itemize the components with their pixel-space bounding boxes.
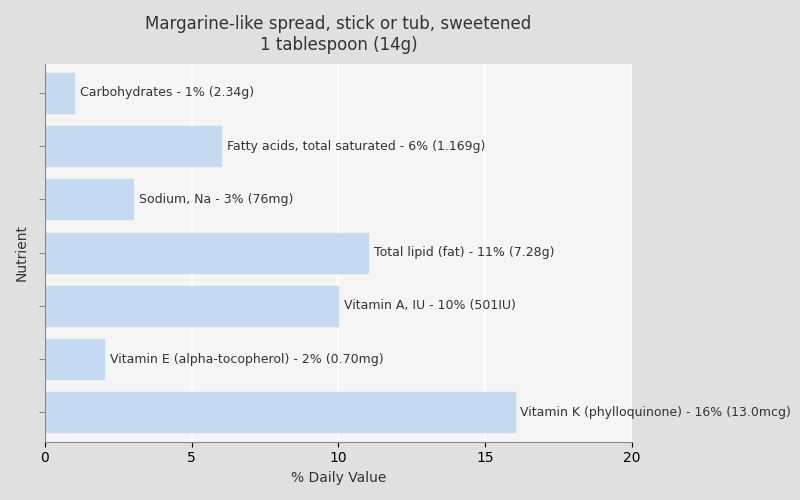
Bar xyxy=(45,392,514,432)
Bar xyxy=(45,126,221,166)
Text: Total lipid (fat) - 11% (7.28g): Total lipid (fat) - 11% (7.28g) xyxy=(374,246,554,259)
Text: Vitamin K (phylloquinone) - 16% (13.0mcg): Vitamin K (phylloquinone) - 16% (13.0mcg… xyxy=(521,406,791,419)
Text: Carbohydrates - 1% (2.34g): Carbohydrates - 1% (2.34g) xyxy=(80,86,254,100)
Y-axis label: Nutrient: Nutrient xyxy=(15,224,29,281)
Text: Fatty acids, total saturated - 6% (1.169g): Fatty acids, total saturated - 6% (1.169… xyxy=(227,140,486,152)
Bar xyxy=(45,73,74,113)
Title: Margarine-like spread, stick or tub, sweetened
1 tablespoon (14g): Margarine-like spread, stick or tub, swe… xyxy=(146,15,531,54)
Bar xyxy=(45,339,104,379)
Text: Vitamin A, IU - 10% (501IU): Vitamin A, IU - 10% (501IU) xyxy=(344,300,516,312)
Text: Sodium, Na - 3% (76mg): Sodium, Na - 3% (76mg) xyxy=(139,193,294,206)
X-axis label: % Daily Value: % Daily Value xyxy=(290,471,386,485)
Text: Vitamin E (alpha-tocopherol) - 2% (0.70mg): Vitamin E (alpha-tocopherol) - 2% (0.70m… xyxy=(110,352,383,366)
Bar xyxy=(45,232,368,272)
Bar xyxy=(45,180,133,220)
Bar xyxy=(45,286,338,326)
